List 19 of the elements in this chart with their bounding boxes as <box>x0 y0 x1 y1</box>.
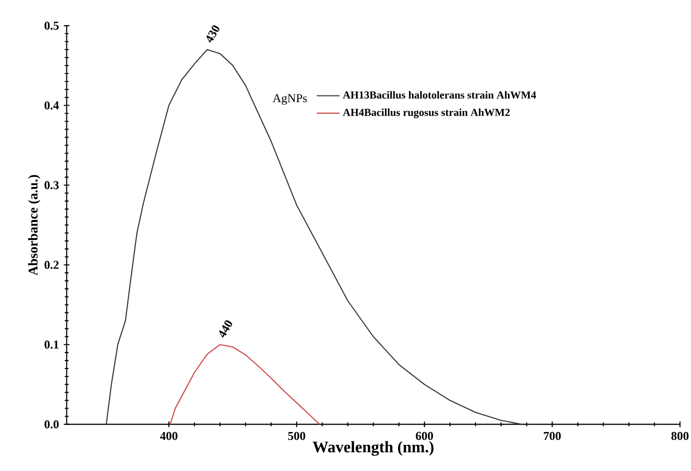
line-series <box>170 344 320 425</box>
y-tick-label: 0.5 <box>44 22 59 30</box>
legend-label: AH13Bacillus halotolerans strain AhWM4 <box>342 91 536 99</box>
x-tick-label: 700 <box>544 432 561 440</box>
annotation: 440 <box>219 320 232 338</box>
y-tick-label: 0.2 <box>44 260 59 269</box>
x-tick-label: 400 <box>160 432 178 440</box>
x-tick-label: 500 <box>288 432 306 440</box>
y-tick-label: 0.4 <box>44 101 59 110</box>
y-tick-label: 0.0 <box>44 420 59 428</box>
annotation: 430 <box>206 25 220 43</box>
y-axis-title: Absorbance (a.u.) <box>28 175 40 276</box>
x-tick-label: 600 <box>416 432 433 440</box>
x-axis-title: Wavelength (nm.) <box>312 441 434 456</box>
y-tick-label: 0.1 <box>44 340 58 349</box>
legend-title: AgNPs <box>272 94 307 105</box>
y-tick-label: 0.3 <box>44 181 59 190</box>
x-tick-label: 800 <box>671 432 689 440</box>
legend-label: AH4Bacillus rugosus strain AhWM2 <box>342 108 510 118</box>
